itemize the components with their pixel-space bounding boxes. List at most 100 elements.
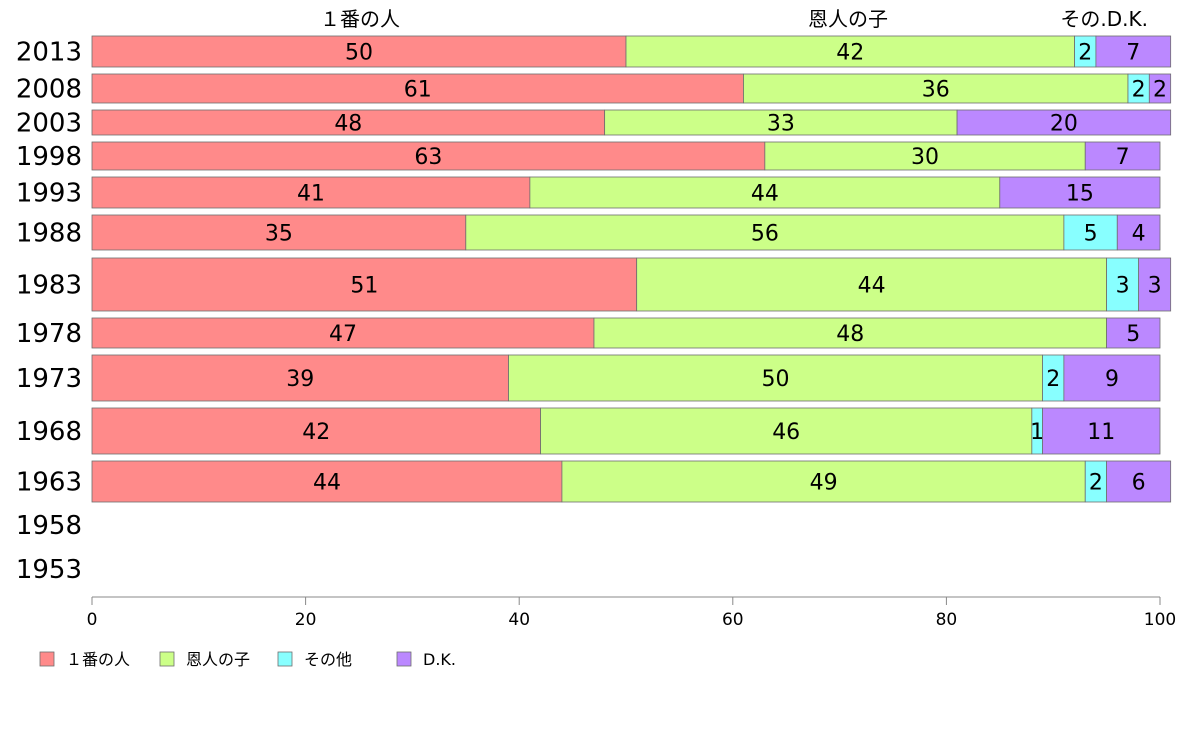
data-label-2008-series-4: 2 (1153, 78, 1167, 103)
data-label-1963-series-3: 2 (1089, 471, 1103, 496)
legend-label-4: D.K. (423, 650, 456, 669)
x-tick-label-20: 20 (295, 610, 317, 630)
data-label-1978-series-2: 48 (836, 322, 864, 347)
legend-swatch-3 (277, 651, 293, 667)
category-label-1983: 1983 (16, 271, 82, 301)
bar-1963-series-1 (91, 460, 563, 503)
bar-1963-series-2 (561, 460, 1086, 503)
data-label-1993-series-1: 41 (297, 182, 325, 207)
category-label-1973: 1973 (16, 364, 82, 394)
category-label-1988: 1988 (16, 219, 82, 249)
bar-1993-series-2 (529, 176, 1001, 209)
data-label-1968-series-4: 11 (1087, 420, 1115, 445)
bar-1988-series-2 (465, 214, 1065, 251)
bar-2008-series-4 (1148, 73, 1172, 104)
legend-swatch-2 (159, 651, 175, 667)
x-tick-label-80: 80 (936, 610, 958, 630)
bar-1978-series-1 (91, 317, 595, 349)
data-label-1983-series-3: 3 (1116, 274, 1130, 299)
category-label-1978: 1978 (16, 319, 82, 349)
bar-1988-series-1 (91, 214, 467, 251)
data-label-1968-series-1: 42 (302, 420, 330, 445)
x-tick-label-0: 0 (87, 610, 98, 630)
data-label-1968-series-2: 46 (772, 420, 800, 445)
data-label-1988-series-2: 56 (751, 222, 779, 247)
bar-1988-series-3 (1063, 214, 1118, 251)
bar-1998-series-4 (1084, 141, 1161, 171)
data-label-1988-series-3: 5 (1084, 222, 1098, 247)
data-label-1993-series-2: 44 (751, 182, 779, 207)
bar-2003-series-1 (91, 109, 606, 136)
data-label-1993-series-4: 15 (1066, 182, 1094, 207)
bar-1963-series-4 (1106, 460, 1172, 503)
x-tick-label-40: 40 (508, 610, 530, 630)
bar-2013-series-2 (625, 35, 1075, 68)
data-label-1973-series-2: 50 (762, 367, 790, 392)
bar-2003-series-2 (604, 109, 958, 136)
bar-1993-series-4 (999, 176, 1161, 209)
data-label-1998-series-1: 63 (414, 145, 442, 170)
data-label-1973-series-1: 39 (286, 367, 314, 392)
data-label-1983-series-2: 44 (858, 274, 886, 299)
legend-label-3: その他 (304, 650, 352, 669)
category-label-2013: 2013 (16, 38, 82, 68)
bar-2003-series-4 (956, 109, 1172, 136)
data-label-2003-series-1: 48 (334, 112, 362, 137)
bar-1973-series-1 (91, 354, 509, 402)
bar-2013-series-4 (1095, 35, 1172, 68)
header-labels: １番の人 恩人の子 その.D.K. (320, 7, 1148, 31)
bar-1998-series-2 (764, 141, 1086, 171)
x-tick-label-100: 100 (1144, 610, 1176, 630)
x-tick-label-60: 60 (722, 610, 744, 630)
data-label-2008-series-1: 61 (404, 78, 432, 103)
data-label-1988-series-1: 35 (265, 222, 293, 247)
bar-1983-series-4 (1138, 257, 1172, 312)
legend-swatch-1 (39, 651, 55, 667)
category-label-1998: 1998 (16, 142, 82, 172)
bar-1983-series-1 (91, 257, 638, 312)
bar-1973-series-4 (1063, 354, 1161, 402)
data-label-2003-series-2: 33 (767, 112, 795, 137)
category-label-1968: 1968 (16, 417, 82, 447)
data-label-1973-series-4: 9 (1105, 367, 1119, 392)
data-label-2013-series-2: 42 (836, 41, 864, 66)
legend-label-2: 恩人の子 (186, 650, 250, 669)
legend-label-1: １番の人 (66, 650, 130, 669)
data-label-1973-series-3: 2 (1046, 367, 1060, 392)
x-axis: 0 20 40 60 80 100 (87, 596, 1176, 630)
data-label-2008-series-2: 36 (922, 78, 950, 103)
header-label-3: その.D.K. (1060, 7, 1148, 31)
category-label-2008: 2008 (16, 75, 82, 105)
bar-2008-series-1 (91, 73, 744, 104)
data-label-1963-series-1: 44 (313, 471, 341, 496)
bar-2008-series-2 (743, 73, 1129, 104)
data-label-2013-series-4: 7 (1126, 41, 1140, 66)
header-label-1: １番の人 (320, 7, 400, 31)
category-label-1953: 1953 (16, 555, 82, 585)
data-label-2013-series-1: 50 (345, 41, 373, 66)
data-label-1963-series-2: 49 (810, 471, 838, 496)
bar-1998-series-1 (91, 141, 766, 171)
category-label-1958: 1958 (16, 511, 82, 541)
data-label-1998-series-2: 30 (911, 145, 939, 170)
bar-1968-series-1 (91, 407, 541, 455)
bar-1978-series-2 (593, 317, 1108, 349)
bar-1968-series-2 (540, 407, 1033, 455)
data-label-1983-series-1: 51 (350, 274, 378, 299)
data-label-2008-series-3: 2 (1132, 78, 1146, 103)
category-label-1963: 1963 (16, 468, 82, 498)
bar-2013-series-1 (91, 35, 627, 68)
data-label-1978-series-1: 47 (329, 322, 357, 347)
data-label-1988-series-4: 4 (1132, 222, 1146, 247)
data-label-2003-series-4: 20 (1050, 112, 1078, 137)
bar-1988-series-4 (1116, 214, 1161, 251)
bar-1978-series-4 (1106, 317, 1161, 349)
legend: １番の人 恩人の子 その他 D.K. (39, 650, 456, 669)
data-label-2013-series-3: 2 (1078, 41, 1092, 66)
category-label-1993: 1993 (16, 179, 82, 209)
header-label-2: 恩人の子 (808, 7, 888, 31)
legend-swatch-4 (396, 651, 412, 667)
data-label-1978-series-4: 5 (1126, 322, 1140, 347)
